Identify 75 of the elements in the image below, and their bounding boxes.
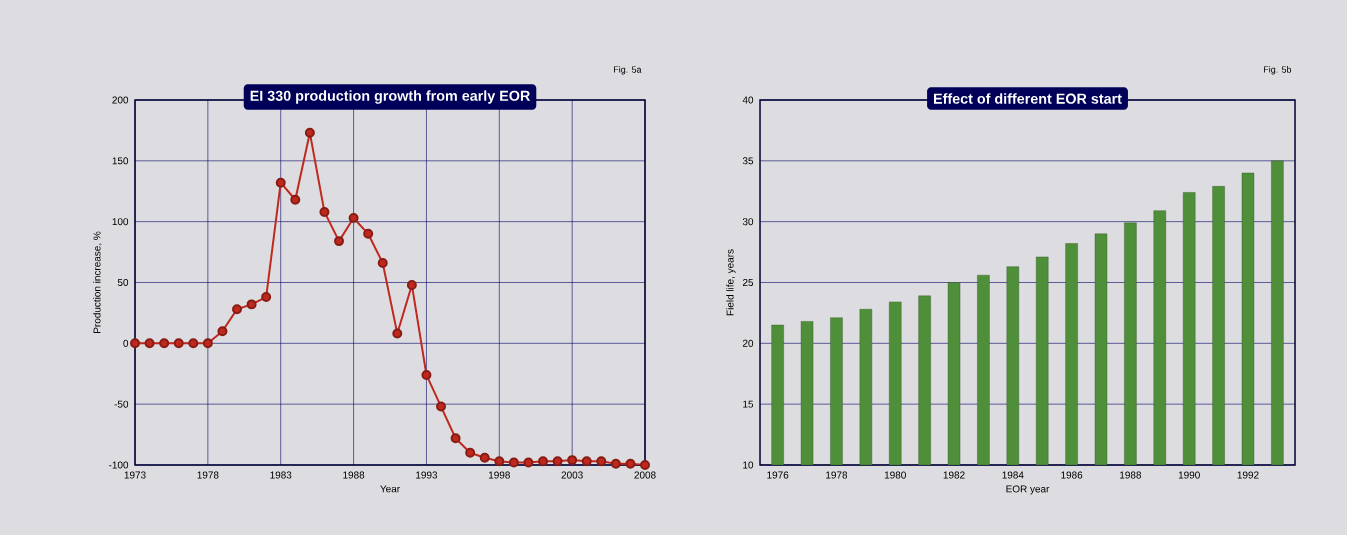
point (596, 456, 607, 467)
point (640, 460, 650, 470)
chart-title: EI 330 production growth from early EOR (250, 90, 531, 104)
point (217, 326, 228, 337)
x-tick-label: 1978 (826, 471, 848, 479)
x-axis-title: EOR year (1006, 485, 1050, 495)
point (610, 458, 621, 469)
point (479, 452, 490, 463)
x-tick-label: 1982 (943, 471, 965, 479)
point (173, 338, 184, 349)
x-tick-label: 2003 (561, 471, 583, 479)
y-tick-label: 200 (112, 96, 129, 104)
point (304, 127, 315, 138)
x-tick-label: 1993 (416, 471, 438, 479)
y-tick-label: 10 (743, 461, 754, 469)
point (494, 456, 505, 467)
point (567, 455, 578, 466)
point (202, 338, 213, 349)
x-tick-label: 1976 (767, 471, 789, 479)
point (275, 177, 286, 188)
point (392, 328, 403, 339)
y-tick-label: 15 (743, 400, 754, 408)
caption: Fig. 5b (1263, 66, 1292, 75)
point (508, 457, 519, 468)
x-tick-label: 1984 (1002, 471, 1024, 479)
y-tick-label: 150 (112, 157, 129, 165)
point (144, 338, 155, 349)
point (552, 456, 563, 467)
x-tick-label: 1992 (1237, 471, 1259, 479)
y-tick-label: 20 (742, 339, 754, 347)
point (232, 304, 242, 315)
point (261, 292, 272, 303)
point (334, 236, 344, 247)
x-tick-label: 1973 (124, 471, 146, 479)
x-tick-label: 1986 (1061, 471, 1083, 479)
point (465, 447, 476, 458)
y-tick-label: -50 (114, 400, 129, 408)
point (319, 206, 330, 217)
x-tick-label: 1988 (343, 471, 365, 479)
point (348, 213, 359, 223)
y-tick-label: 25 (742, 278, 754, 287)
point (246, 299, 257, 310)
y-tick-label: 50 (117, 278, 129, 287)
y-tick-label: 0 (123, 339, 129, 347)
point (363, 228, 374, 239)
point (450, 433, 461, 444)
point (290, 194, 301, 205)
y-tick-label: 35 (742, 157, 754, 165)
point (377, 258, 388, 269)
point (581, 456, 592, 467)
x-tick-label: 1980 (884, 471, 906, 479)
point (159, 338, 170, 349)
point (538, 456, 548, 467)
x-tick-label: 2008 (634, 471, 656, 479)
caption: Fig. 5a (613, 66, 642, 75)
x-tick-label: 1998 (488, 471, 510, 479)
x-tick-label: 1988 (1120, 471, 1142, 479)
x-axis-title: Year (380, 485, 400, 493)
y-tick-label: 30 (742, 218, 754, 226)
point (188, 338, 199, 349)
point (436, 401, 446, 412)
y-axis-title: Field life, years (726, 249, 736, 316)
x-tick-label: 1983 (270, 471, 292, 479)
point (406, 279, 417, 290)
point (523, 457, 534, 468)
chart-title: Effect of different EOR start (934, 93, 1122, 104)
y-axis-title: Production increase, % (93, 231, 102, 333)
y-tick-label: 100 (112, 218, 129, 226)
x-tick-label: 1990 (1178, 471, 1200, 479)
y-tick-label: 40 (742, 96, 754, 104)
x-tick-label: 1978 (197, 471, 219, 479)
point (625, 458, 636, 469)
y-tick-label: -100 (109, 461, 129, 469)
point (130, 338, 140, 349)
point (421, 369, 432, 380)
